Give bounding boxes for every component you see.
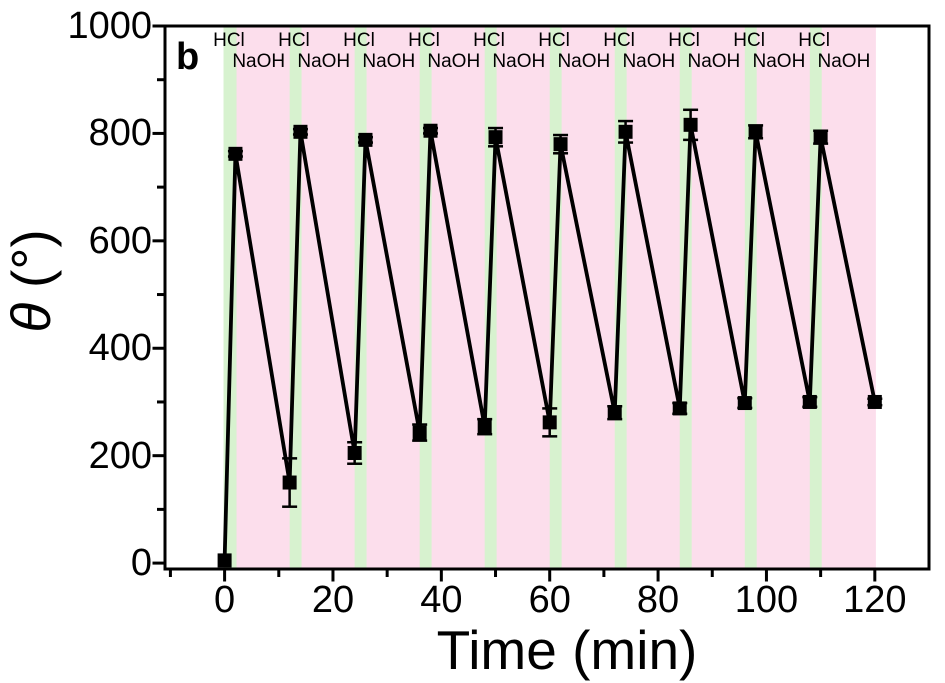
x-tick-label: 20 [311,579,355,621]
y-axis-unit: (°) [0,229,62,288]
data-point-marker [737,396,752,411]
data-point-marker [358,132,373,147]
x-tick-label: 60 [528,579,571,621]
x-axis-title: Time (min) [436,619,698,681]
naoh-label: NaOH [622,51,676,72]
y-axis-title: θ (°) [0,171,62,391]
panel-label: b [176,36,200,78]
hcl-label: HCl [603,30,635,51]
naoh-label: NaOH [557,51,611,72]
data-point-marker [423,123,438,138]
x-tick-label: 40 [420,579,463,621]
data-point-marker [217,553,232,568]
data-point-marker [488,130,503,145]
hcl-label: HCl [473,30,505,51]
hcl-label: HCl [733,30,765,51]
data-point-marker [412,425,427,440]
hcl-label: HCl [538,30,570,51]
naoh-label: NaOH [492,51,546,72]
data-point-marker [293,124,308,139]
hcl-label: HCl [408,30,440,51]
y-tick-label: 600 [88,219,152,262]
hcl-label: HCl [213,30,245,51]
data-point-marker [618,124,633,139]
data-point-marker [748,124,763,139]
data-point-marker [672,401,687,416]
naoh-label: NaOH [297,51,351,72]
y-axis-symbol-theta: θ [0,302,62,333]
data-point-marker [553,137,568,152]
y-tick-label: 200 [88,434,152,477]
naoh-label: NaOH [362,51,416,72]
naoh-label: NaOH [752,51,806,72]
data-point-marker [867,394,882,409]
naoh-label: NaOH [427,51,481,72]
hcl-label: HCl [668,30,700,51]
data-point-marker [802,394,817,409]
x-tick-label: 120 [843,579,907,621]
hcl-label: HCl [798,30,830,51]
naoh-label: NaOH [232,51,286,72]
data-point-marker [477,419,492,434]
hcl-label: HCl [343,30,375,51]
data-point-marker [282,475,297,490]
data-point-marker [347,445,362,460]
data-point-marker [542,415,557,430]
y-tick-label: 400 [88,327,152,370]
y-tick-label: 0 [130,542,152,585]
y-tick-label: 800 [88,112,152,155]
hcl-label: HCl [278,30,310,51]
plot-border [163,24,931,571]
data-point-marker [813,130,828,145]
data-point-marker [607,405,622,420]
x-tick-label: 80 [636,579,680,621]
data-point-marker [683,117,698,132]
y-tick-label: 1000 [67,5,152,47]
data-point-marker [228,146,243,161]
x-tick-label: 100 [734,579,799,621]
x-tick-label: 0 [214,579,236,621]
naoh-label: NaOH [687,51,741,72]
naoh-label: NaOH [817,51,871,72]
